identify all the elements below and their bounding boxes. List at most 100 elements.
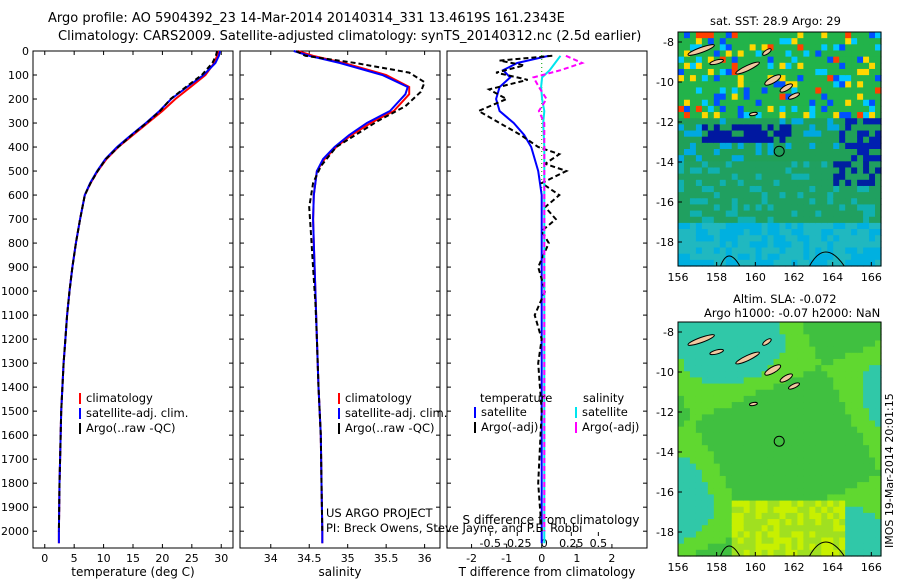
map-cell xyxy=(875,469,882,477)
map-cell xyxy=(869,44,876,52)
map-cell xyxy=(707,512,715,520)
map-cell xyxy=(725,50,733,58)
map-cell xyxy=(869,62,876,70)
map-cell xyxy=(761,235,769,242)
map-cell xyxy=(678,68,685,76)
map-cell xyxy=(749,68,757,76)
map-cell xyxy=(737,463,745,471)
map-cell xyxy=(779,389,787,397)
map-cell xyxy=(767,124,775,132)
map-cell xyxy=(749,500,757,508)
map-cell xyxy=(803,44,810,52)
map-cell xyxy=(785,457,793,465)
map-cell xyxy=(678,451,685,459)
map-cell xyxy=(857,426,864,434)
map-cell xyxy=(839,210,846,218)
map-cell xyxy=(839,198,846,206)
map-cell xyxy=(827,87,834,95)
map-cell xyxy=(791,506,799,514)
map-cell xyxy=(779,222,787,230)
map-cell xyxy=(803,124,810,132)
map-cell xyxy=(737,482,745,489)
map-cell xyxy=(827,75,834,82)
map-cell xyxy=(749,50,757,58)
map-cell xyxy=(701,192,709,199)
map-cell xyxy=(797,475,804,483)
map-cell xyxy=(821,445,828,452)
map-cell xyxy=(773,445,781,452)
map-cell xyxy=(863,68,870,76)
map-cell xyxy=(869,167,876,175)
map-cell xyxy=(833,322,840,329)
map-cell xyxy=(773,192,781,199)
map-cell xyxy=(779,537,787,545)
map-cell xyxy=(833,130,840,138)
map-cell xyxy=(809,531,816,539)
map-cell xyxy=(821,247,828,255)
map-cell xyxy=(857,365,864,372)
map-cell xyxy=(683,512,691,520)
map-cell xyxy=(719,124,727,132)
map-cell xyxy=(863,346,870,354)
map-cell xyxy=(725,75,733,82)
map-cell xyxy=(797,500,804,508)
map-cell xyxy=(791,198,799,206)
map-cell xyxy=(863,426,870,434)
map-cell xyxy=(803,50,810,58)
map-cell xyxy=(678,185,685,193)
map-cell xyxy=(767,519,775,526)
map-cell xyxy=(707,259,715,267)
x-axis-label: salinity xyxy=(318,565,361,579)
map-cell xyxy=(743,420,751,428)
map-cell xyxy=(779,62,787,70)
map-cell xyxy=(713,340,721,348)
map-cell xyxy=(695,173,703,181)
map-cell xyxy=(678,216,685,224)
map-cell xyxy=(719,358,727,366)
map-cell xyxy=(773,334,781,342)
map-cell xyxy=(845,500,852,508)
map-cell xyxy=(869,210,876,218)
map-cell xyxy=(815,432,822,440)
map-cell xyxy=(809,179,816,187)
map-cell xyxy=(875,185,882,193)
map-cell xyxy=(821,241,828,249)
map-cell xyxy=(707,543,715,551)
map-cell xyxy=(707,365,715,372)
map-cell xyxy=(755,149,763,156)
map-cell xyxy=(785,50,793,58)
map-cell xyxy=(707,87,715,95)
map-cell xyxy=(803,439,810,446)
map-cell xyxy=(779,142,787,150)
lon-tick-label: 158 xyxy=(706,271,727,284)
map-cell xyxy=(845,38,852,45)
lat-tick-label: -8 xyxy=(663,36,674,49)
map-cell xyxy=(731,445,739,452)
map-cell xyxy=(797,149,804,156)
map-cell xyxy=(707,241,715,249)
lon-tick-label: 160 xyxy=(745,561,766,574)
map-cell xyxy=(719,130,727,138)
map-cell xyxy=(743,334,751,342)
x-tick-label: 2 xyxy=(608,552,615,565)
map-cell xyxy=(827,463,834,471)
map-cell xyxy=(791,519,799,526)
map-cell xyxy=(851,445,858,452)
map-cell xyxy=(875,198,882,206)
map-cell xyxy=(773,93,781,101)
s-tick-label: 0 xyxy=(541,537,548,550)
map-cell xyxy=(851,488,858,496)
map-cell xyxy=(749,204,757,212)
map-cell xyxy=(707,469,715,477)
map-cell xyxy=(743,38,751,45)
map-cell xyxy=(839,519,846,526)
map-cell xyxy=(725,241,733,249)
map-cell xyxy=(875,118,882,125)
map-cell xyxy=(833,204,840,212)
map-cell xyxy=(689,105,697,113)
map-cell xyxy=(719,198,727,206)
map-cell xyxy=(731,198,739,206)
map-cell xyxy=(737,38,745,45)
map-cell xyxy=(839,56,846,64)
map-cell xyxy=(683,389,691,397)
